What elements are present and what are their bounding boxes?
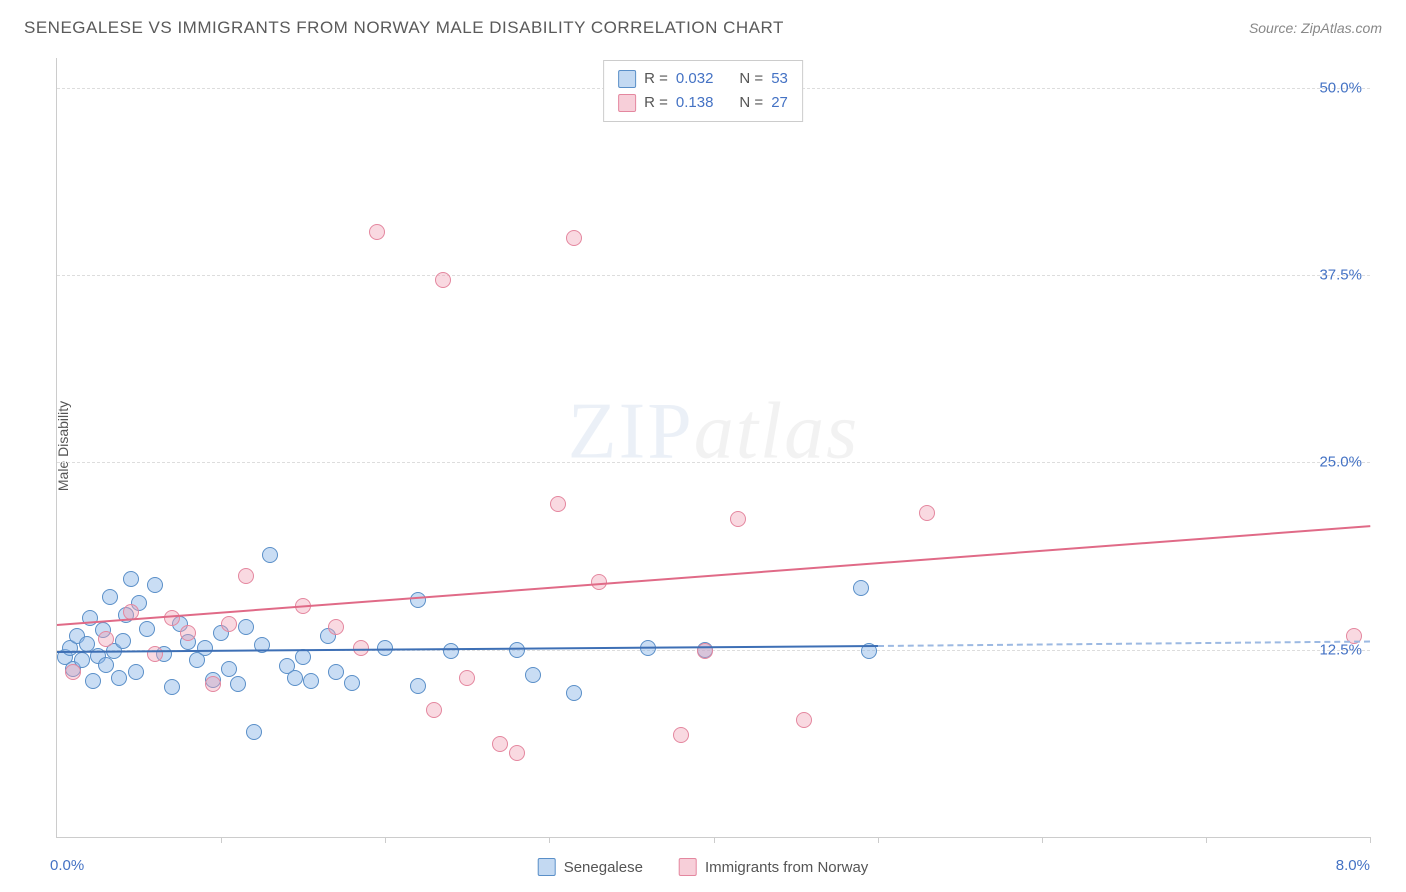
data-point xyxy=(65,664,81,680)
x-tick xyxy=(1042,837,1043,843)
n-value: 53 xyxy=(771,67,788,91)
data-point xyxy=(102,589,118,605)
data-point xyxy=(128,664,144,680)
x-tick xyxy=(1206,837,1207,843)
data-point xyxy=(344,675,360,691)
legend-label: Immigrants from Norway xyxy=(705,859,868,876)
trend-line xyxy=(57,525,1370,626)
data-point xyxy=(85,673,101,689)
chart-title: SENEGALESE VS IMMIGRANTS FROM NORWAY MAL… xyxy=(24,18,784,38)
x-axis-max-label: 8.0% xyxy=(1336,857,1370,874)
data-point xyxy=(147,577,163,593)
x-tick xyxy=(549,837,550,843)
data-point xyxy=(230,676,246,692)
swatch-pink-icon xyxy=(618,94,636,112)
data-point xyxy=(164,610,180,626)
data-point xyxy=(180,625,196,641)
data-point xyxy=(410,678,426,694)
data-point xyxy=(246,724,262,740)
data-point xyxy=(459,670,475,686)
source-link[interactable]: ZipAtlas.com xyxy=(1301,20,1382,36)
data-point xyxy=(111,670,127,686)
trend-line xyxy=(878,641,1370,647)
data-point xyxy=(221,616,237,632)
data-point xyxy=(328,619,344,635)
data-point xyxy=(303,673,319,689)
data-point xyxy=(115,633,131,649)
data-point xyxy=(730,511,746,527)
y-tick-label: 37.5% xyxy=(1319,267,1362,284)
data-point xyxy=(205,676,221,692)
data-point xyxy=(221,661,237,677)
data-point xyxy=(164,679,180,695)
data-point xyxy=(919,505,935,521)
data-point xyxy=(295,649,311,665)
series-legend: Senegalese Immigrants from Norway xyxy=(538,858,869,876)
legend-row-senegalese: R = 0.032 N = 53 xyxy=(618,67,788,91)
data-point xyxy=(147,646,163,662)
legend-row-norway: R = 0.138 N = 27 xyxy=(618,91,788,115)
data-point xyxy=(98,657,114,673)
swatch-pink-icon xyxy=(679,858,697,876)
r-value: 0.138 xyxy=(676,91,714,115)
n-label: N = xyxy=(739,91,763,115)
n-label: N = xyxy=(739,67,763,91)
x-tick xyxy=(878,837,879,843)
data-point xyxy=(139,621,155,637)
data-point xyxy=(509,642,525,658)
swatch-blue-icon xyxy=(618,70,636,88)
x-axis-min-label: 0.0% xyxy=(50,857,84,874)
data-point xyxy=(287,670,303,686)
data-point xyxy=(550,496,566,512)
chart-header: SENEGALESE VS IMMIGRANTS FROM NORWAY MAL… xyxy=(24,18,1382,38)
gridline xyxy=(57,275,1370,276)
x-tick xyxy=(1370,837,1371,843)
data-point xyxy=(566,230,582,246)
data-point xyxy=(673,727,689,743)
swatch-blue-icon xyxy=(538,858,556,876)
data-point xyxy=(525,667,541,683)
source-attribution: Source: ZipAtlas.com xyxy=(1249,20,1382,36)
data-point xyxy=(123,571,139,587)
x-tick xyxy=(714,837,715,843)
legend-item-senegalese: Senegalese xyxy=(538,858,643,876)
source-prefix: Source: xyxy=(1249,20,1301,36)
r-label: R = xyxy=(644,91,668,115)
r-label: R = xyxy=(644,67,668,91)
scatter-chart: ZIPatlas 12.5%25.0%37.5%50.0% xyxy=(56,58,1370,838)
data-point xyxy=(492,736,508,752)
data-point xyxy=(197,640,213,656)
data-point xyxy=(238,619,254,635)
legend-label: Senegalese xyxy=(564,859,643,876)
data-point xyxy=(566,685,582,701)
legend-item-norway: Immigrants from Norway xyxy=(679,858,868,876)
y-tick-label: 50.0% xyxy=(1319,79,1362,96)
data-point xyxy=(509,745,525,761)
r-value: 0.032 xyxy=(676,67,714,91)
data-point xyxy=(369,224,385,240)
data-point xyxy=(262,547,278,563)
y-tick-label: 25.0% xyxy=(1319,454,1362,471)
data-point xyxy=(426,702,442,718)
gridline xyxy=(57,462,1370,463)
n-value: 27 xyxy=(771,91,788,115)
data-point xyxy=(238,568,254,584)
data-point xyxy=(796,712,812,728)
data-point xyxy=(98,631,114,647)
x-tick xyxy=(385,837,386,843)
correlation-legend: R = 0.032 N = 53 R = 0.138 N = 27 xyxy=(603,60,803,122)
data-point xyxy=(853,580,869,596)
x-tick xyxy=(221,837,222,843)
data-point xyxy=(443,643,459,659)
watermark: ZIPatlas xyxy=(568,386,860,477)
data-point xyxy=(410,592,426,608)
data-point xyxy=(328,664,344,680)
data-point xyxy=(435,272,451,288)
